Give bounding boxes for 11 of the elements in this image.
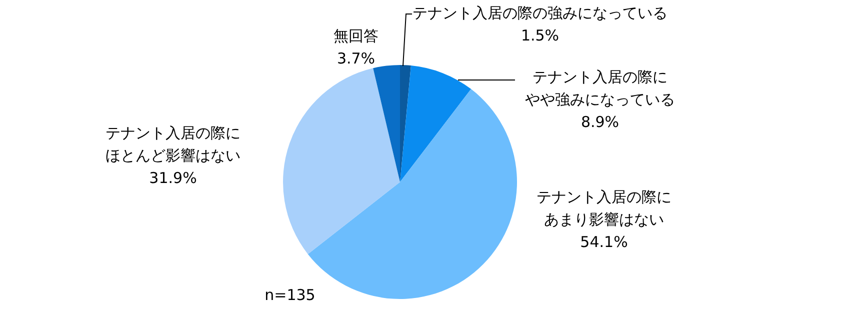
slice-label: テナント入居の際にほとんど影響はない <box>106 124 240 164</box>
slice-label: 無回答 <box>334 26 378 45</box>
data-label: 3.7% <box>336 49 376 68</box>
data-label: 8.9% <box>580 112 620 131</box>
data-label: 1.5% <box>520 26 560 44</box>
text: n=135 <box>264 286 316 304</box>
slice-label: テナント入居の際にあまり影響はない <box>536 188 672 228</box>
slice-label: テナント入居の際の強みになっている <box>412 4 668 22</box>
data-label: 54.1% <box>580 232 628 251</box>
slice-label: テナント入居の際にやや強みになっている <box>525 68 675 108</box>
data-label: 31.9% <box>149 168 197 187</box>
